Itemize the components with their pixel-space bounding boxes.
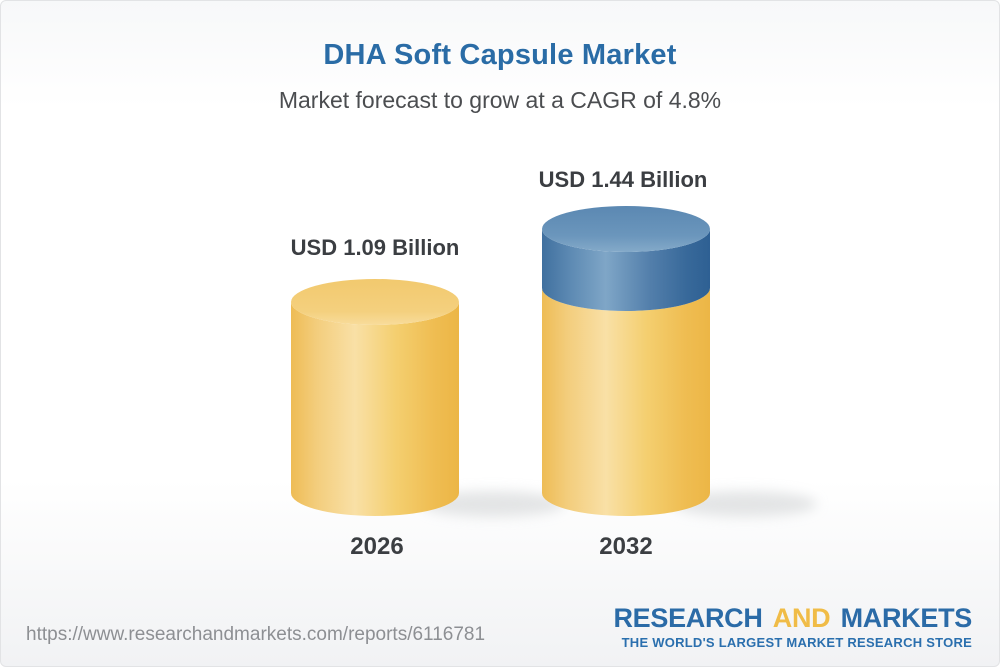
bar-2032-growth-segment [542, 229, 710, 311]
logo-wordmark: RESEARCH AND MARKETS [613, 603, 972, 633]
company-logo[interactable]: RESEARCH AND MARKETS THE WORLD'S LARGEST… [613, 603, 972, 650]
logo-word-and: AND [772, 603, 831, 633]
bar-2026-cylinder [291, 279, 459, 516]
value-label-2026: USD 1.09 Billion [290, 235, 460, 260]
logo-word-research: RESEARCH [613, 603, 763, 633]
logo-tagline: THE WORLD'S LARGEST MARKET RESEARCH STOR… [621, 635, 972, 650]
category-label-2032: 2032 [599, 533, 653, 560]
bar-2032-shadow [673, 491, 817, 517]
bar-2032-base-segment [542, 288, 710, 516]
page-title: DHA Soft Capsule Market [323, 39, 677, 71]
bar-2032-cylinder [542, 206, 710, 516]
value-label-2032: USD 1.44 Billion [538, 167, 708, 192]
logo-word-markets: MARKETS [840, 603, 973, 633]
category-label-2026: 2026 [350, 533, 404, 560]
page-subtitle: Market forecast to grow at a CAGR of 4.8… [278, 87, 722, 113]
report-url-link[interactable]: https://www.researchandmarkets.com/repor… [26, 624, 486, 645]
